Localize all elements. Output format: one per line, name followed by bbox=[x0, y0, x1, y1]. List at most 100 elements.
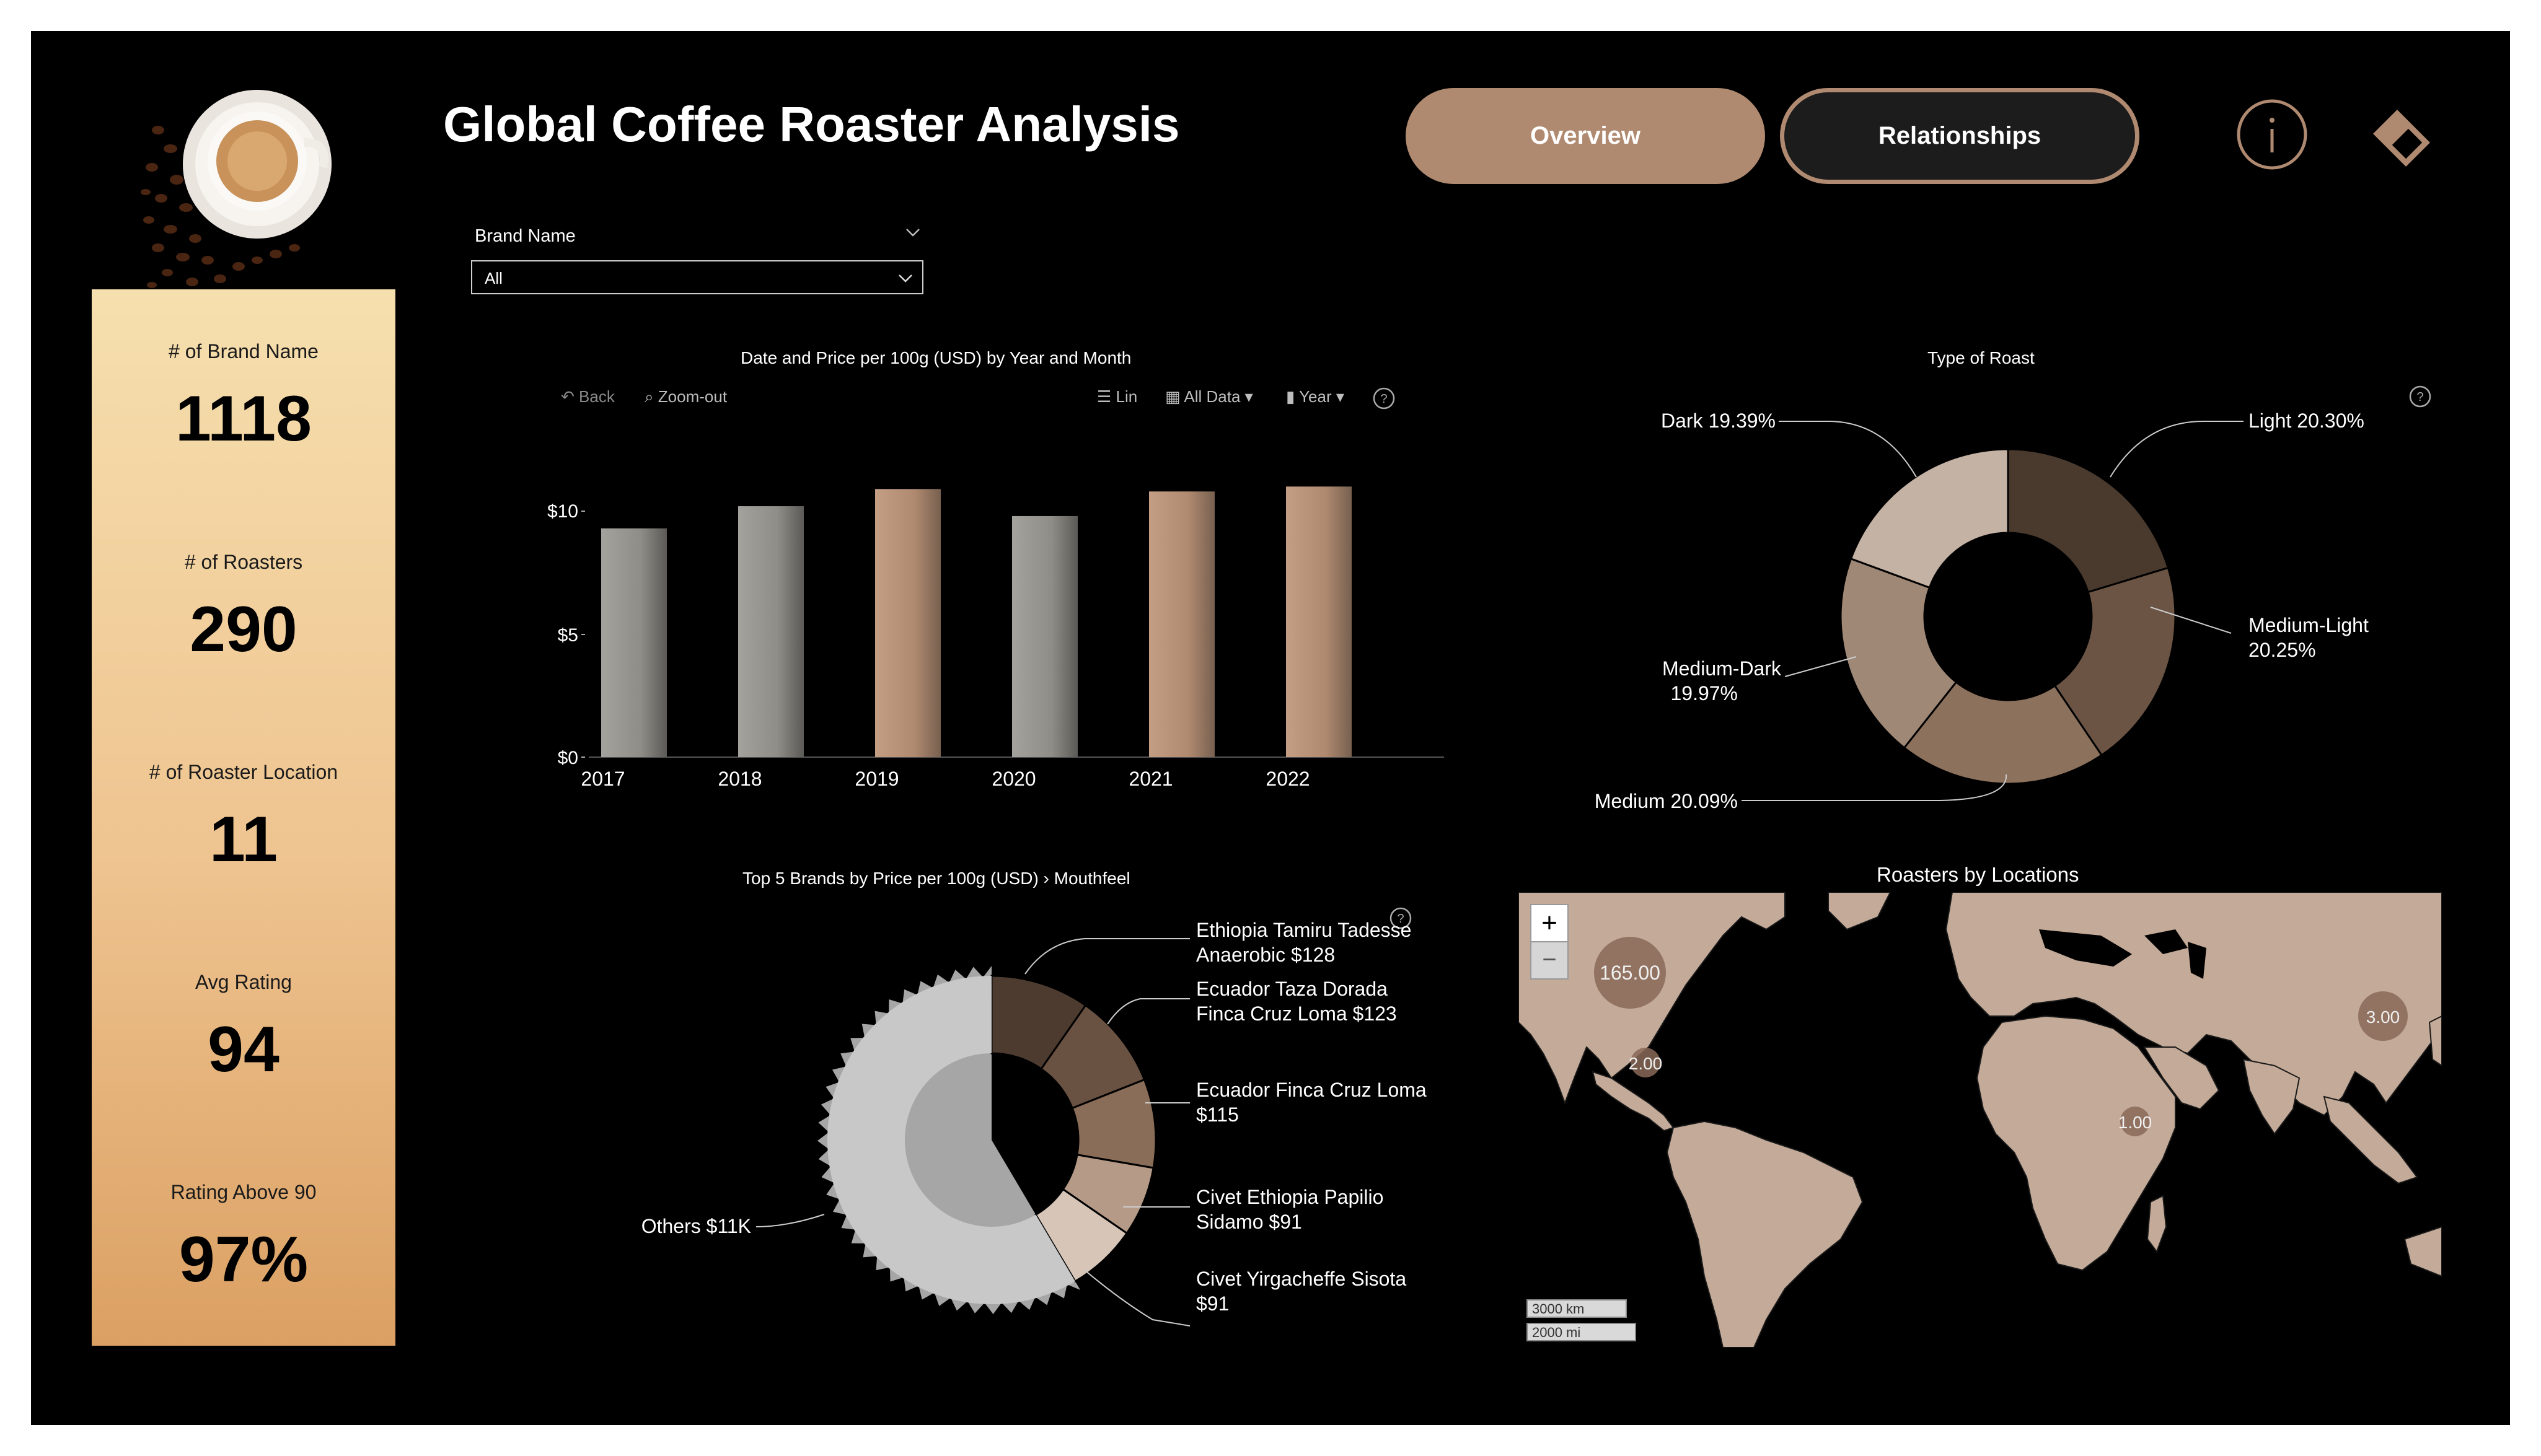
scale-label-km: 3000 km bbox=[1532, 1301, 1584, 1317]
bar-2020[interactable] bbox=[1012, 515, 1078, 757]
roast-type-donut-chart: Light 20.30% Medium-Light 20.25% Medium … bbox=[1595, 410, 2369, 812]
scale-bar-km bbox=[1526, 1299, 1627, 1318]
kpi-label: # of Roaster Location bbox=[149, 761, 338, 783]
roast-label-medium-light-pct: 20.25% bbox=[2248, 639, 2316, 661]
roast-slice-medium-light[interactable] bbox=[2053, 566, 2177, 757]
bar-2019[interactable] bbox=[875, 489, 941, 757]
brand-label-2-line1: Ecuador Taza Dorada bbox=[1196, 978, 1388, 1000]
africa-shape bbox=[1976, 1015, 2176, 1271]
kpi-value: 290 bbox=[190, 594, 297, 665]
roast-chart-title: Type of Roast bbox=[1927, 348, 2035, 367]
x-tick-label: 2020 bbox=[992, 768, 1036, 790]
year-dropdown[interactable]: ▮ Year ▾ bbox=[1286, 387, 1344, 406]
greenland-shape bbox=[1828, 892, 1891, 931]
x-tick-label: 2021 bbox=[1129, 768, 1173, 790]
info-icon[interactable] bbox=[2235, 98, 2309, 171]
zoom-out-label: Zoom-out bbox=[658, 387, 728, 406]
kpi-panel: # of Brand Name 1118 # of Roasters 290 #… bbox=[92, 289, 395, 1346]
location-bubble[interactable] bbox=[2120, 1107, 2150, 1136]
chevron-down-icon[interactable] bbox=[904, 223, 922, 242]
bookmark-diamond-icon[interactable] bbox=[2367, 104, 2436, 172]
all-data-dropdown[interactable]: ▦ All Data ▾ bbox=[1165, 387, 1253, 406]
scale-label-mi: 2000 mi bbox=[1532, 1325, 1580, 1340]
roast-slice-medium[interactable] bbox=[1903, 680, 2103, 785]
brand-label-5-line1: Civet Yirgacheffe Sisota bbox=[1196, 1268, 1406, 1290]
brand-slice[interactable] bbox=[1034, 1188, 1129, 1283]
kpi-label: Rating Above 90 bbox=[170, 1181, 317, 1203]
location-bubble[interactable] bbox=[2358, 991, 2408, 1041]
brand-name-dropdown[interactable]: All bbox=[471, 260, 923, 294]
location-bubble[interactable] bbox=[1594, 937, 1666, 1009]
map-title: Roasters by Locations bbox=[1877, 863, 2079, 886]
brand-label-2-line2: Finca Cruz Loma $123 bbox=[1196, 1002, 1397, 1025]
kpi-label: # of Brand Name bbox=[169, 340, 319, 362]
calendar-icon: ▦ bbox=[1165, 387, 1181, 406]
scale-bar-mi bbox=[1526, 1323, 1636, 1341]
brand-label-4-line1: Civet Ethiopia Papilio bbox=[1196, 1186, 1383, 1208]
overview-nav-button[interactable]: Overview bbox=[1406, 88, 1765, 184]
svg-text:?: ? bbox=[1397, 912, 1404, 926]
roast-slice-light[interactable] bbox=[2007, 448, 2170, 594]
help-icon[interactable]: ? bbox=[2408, 384, 2433, 409]
caret-down-icon: ▾ bbox=[1244, 387, 1253, 406]
year-label: Year bbox=[1299, 387, 1332, 406]
roast-label-medium-light-name: Medium-Light bbox=[2248, 614, 2369, 636]
y-tick-label: $5 bbox=[558, 625, 578, 646]
zoom-out-icon: − bbox=[1542, 946, 1556, 973]
brand-slice-others[interactable] bbox=[827, 976, 1075, 1304]
zoom-out-button[interactable]: − bbox=[1530, 941, 1569, 980]
bar-chart-icon: ▮ bbox=[1286, 387, 1295, 406]
relationships-nav-button[interactable]: Relationships bbox=[1780, 88, 2139, 184]
south-america-shape bbox=[1666, 1120, 1864, 1348]
southeast-asia-shape bbox=[2323, 1095, 2418, 1185]
dropdown-value: All bbox=[485, 269, 503, 287]
svg-text:?: ? bbox=[1380, 392, 1387, 406]
help-icon[interactable]: ? bbox=[1372, 386, 1396, 411]
kpi-label: Avg Rating bbox=[195, 971, 292, 993]
linear-scale-button[interactable]: ☰ Lin bbox=[1097, 387, 1137, 406]
chevron-down-icon bbox=[899, 274, 912, 283]
bar-2018[interactable] bbox=[738, 506, 804, 757]
mediterranean-shape bbox=[2039, 929, 2132, 967]
bar-2017[interactable] bbox=[601, 528, 667, 757]
roast-label-medium-dark-pct: 19.97% bbox=[1670, 682, 1738, 704]
bar-2021[interactable] bbox=[1149, 491, 1215, 757]
x-tick-label: 2022 bbox=[1266, 768, 1310, 790]
kpi-value: 94 bbox=[208, 1014, 280, 1085]
central-america-shape bbox=[1592, 1071, 1675, 1132]
zoom-out-button[interactable]: ⌕ Zoom-out bbox=[645, 387, 727, 407]
roast-slice-medium-dark[interactable] bbox=[1839, 557, 1958, 749]
lin-label: Lin bbox=[1116, 387, 1138, 406]
location-bubble-label: 1.00 bbox=[2118, 1113, 2152, 1132]
x-tick-label: 2017 bbox=[581, 768, 625, 790]
location-bubble[interactable] bbox=[1631, 1048, 1660, 1077]
japan-shape bbox=[2428, 1015, 2442, 1067]
brand-label-1-line1: Ethiopia Tamiru Tadesse bbox=[1196, 919, 1411, 941]
roasters-map[interactable]: 165.00 2.00 1.00 3.00 + − 3000 km 2000 mi bbox=[1518, 892, 2442, 1348]
roast-label-dark: Dark 19.39% bbox=[1661, 410, 1776, 432]
madagascar-shape bbox=[2146, 1195, 2167, 1253]
zoom-in-icon: + bbox=[1541, 908, 1557, 938]
location-bubble-label: 2.00 bbox=[1629, 1054, 1663, 1073]
page-title: Global Coffee Roaster Analysis bbox=[443, 97, 1180, 152]
zoom-in-button[interactable]: + bbox=[1530, 904, 1569, 942]
coffee-cup-logo bbox=[141, 90, 332, 301]
brand-label-1-line2: Anaerobic $128 bbox=[1196, 944, 1335, 966]
y-tick-label: $10 bbox=[547, 501, 578, 522]
location-bubble-label: 3.00 bbox=[2366, 1007, 2400, 1027]
help-icon[interactable]: ? bbox=[1388, 906, 1413, 931]
black-sea-shape bbox=[2144, 929, 2188, 954]
back-label: Back bbox=[579, 387, 615, 406]
roast-label-light: Light 20.30% bbox=[2248, 410, 2364, 432]
y-tick-label: $0 bbox=[558, 748, 578, 768]
x-tick-label: 2018 bbox=[718, 768, 762, 790]
brands-chart-title: Top 5 Brands by Price per 100g (USD) › M… bbox=[742, 869, 1130, 888]
gulf-of-mexico-shape bbox=[1630, 1072, 1667, 1097]
brand-label-others: Others $11K bbox=[641, 1215, 751, 1237]
caret-down-icon: ▾ bbox=[1336, 387, 1344, 406]
bar-2022[interactable] bbox=[1286, 486, 1352, 757]
roast-slice-dark[interactable] bbox=[1849, 448, 2009, 589]
back-button[interactable]: ↶ Back bbox=[561, 387, 615, 406]
india-shape bbox=[2242, 1058, 2301, 1135]
brand-label-4-line2: Sidamo $91 bbox=[1196, 1211, 1302, 1233]
